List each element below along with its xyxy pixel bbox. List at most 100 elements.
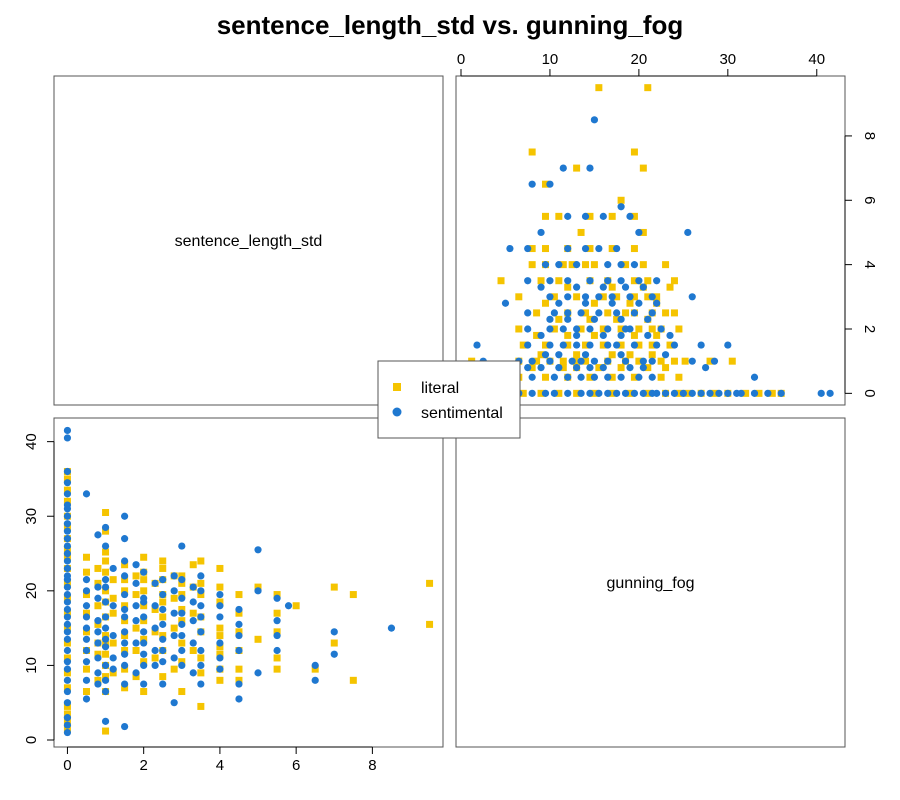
bl-sentimental-point-51: [94, 594, 102, 602]
bl-sentimental-point-22: [63, 542, 72, 550]
bl-sentimental-point-94: [140, 639, 148, 647]
bl-literal-point-4: [63, 684, 71, 692]
tr-sentimental-point-118: [653, 299, 661, 307]
bl-literal-point-132: [254, 635, 262, 643]
tr-sentimental-point-87: [599, 331, 607, 340]
bl-literal-point-110: [197, 669, 205, 677]
bl-sentimental-point-1: [63, 721, 72, 729]
tr-sentimental-point-85: [537, 331, 545, 340]
tr-sentimental-point-58: [568, 357, 576, 365]
tr-sentimental-point-147: [524, 244, 532, 253]
bl-literal-point-134: [273, 665, 281, 673]
bl-sentimental-point-79: [121, 605, 129, 614]
tr-sentimental-point-31: [777, 389, 785, 397]
bl-literal-point-11: [63, 579, 71, 587]
tr-sentimental-point-117: [635, 299, 643, 307]
tr-literal-point-93: [541, 299, 549, 307]
bl-sentimental-point-65: [101, 542, 110, 550]
bl-literal-point-19: [63, 486, 71, 494]
tr-literal-point-65: [666, 341, 674, 349]
tr-sentimental-point-56: [528, 357, 536, 365]
bl-sentimental-point-143: [216, 613, 224, 621]
bl-literal-point-8: [63, 624, 71, 632]
tr-sentimental-point-61: [604, 357, 612, 365]
tr-sentimental-point-132: [524, 277, 532, 285]
bl-sentimental-point-57: [101, 661, 110, 670]
chart-title: sentence_length_std vs. gunning_fog: [217, 10, 684, 40]
tr-sentimental-point-96: [604, 325, 612, 333]
tr-literal-point-102: [630, 293, 638, 301]
bl-sentimental-point-15: [63, 590, 72, 599]
bl-sentimental-point-88: [132, 602, 140, 610]
bl-literal-point-99: [178, 639, 186, 647]
tr-sentimental-point-62: [621, 357, 630, 365]
bl-sentimental-point-50: [94, 617, 102, 625]
tr-sentimental-point-45: [524, 364, 532, 372]
bl-sentimental-point-133: [197, 661, 205, 670]
bl-sentimental-point-108: [159, 635, 167, 643]
bl-sentimental-point-135: [197, 628, 205, 636]
tr-sentimental-point-159: [617, 203, 625, 211]
tr-sentimental-point-36: [550, 373, 558, 381]
tr-sentimental-point-139: [653, 277, 661, 285]
bl-literal-point-121: [216, 632, 224, 640]
bl-literal-point-54: [109, 609, 117, 617]
bl-sentimental-point-73: [121, 680, 129, 688]
tr-sentimental-point-21: [679, 389, 687, 397]
tr-sentimental-point-6: [541, 389, 550, 397]
tr-literal-point-60: [582, 341, 590, 349]
tr-literal-point-26: [608, 373, 616, 381]
bl-sentimental-point-63: [101, 583, 110, 591]
bl-sentimental-point-3: [63, 699, 72, 707]
right-y-tick-label-0: 0: [861, 389, 878, 397]
bl-literal-point-61: [121, 617, 129, 625]
bl-literal-point-13: [63, 553, 71, 561]
tr-literal-point-143: [528, 148, 536, 156]
bl-literal-point-2: [63, 710, 71, 718]
bl-literal-point-135: [273, 654, 281, 662]
bl-sentimental-point-74: [121, 661, 129, 670]
tr-sentimental-point-40: [604, 373, 612, 381]
bl-sentimental-point-158: [273, 594, 281, 602]
bl-literal-point-95: [170, 594, 178, 602]
bl-literal-point-146: [426, 579, 434, 587]
tr-sentimental-point-122: [595, 293, 603, 301]
bl-sentimental-point-68: [109, 654, 117, 662]
bl-sentimental-point-61: [101, 613, 110, 621]
bl-sentimental-point-99: [140, 568, 148, 576]
tr-sentimental-point-133: [546, 277, 554, 285]
bl-sentimental-point-162: [330, 650, 338, 658]
bl-literal-point-65: [121, 561, 129, 569]
bl-sentimental-point-124: [178, 594, 186, 602]
bl-sentimental-point-157: [273, 617, 281, 625]
bl-sentimental-point-96: [140, 613, 148, 621]
bl-sentimental-point-47: [94, 654, 102, 662]
tr-literal-point-63: [635, 341, 643, 349]
tr-literal-point-30: [528, 364, 536, 372]
tr-literal-point-76: [635, 325, 643, 333]
right-y-axis: 0 2 4 6 8: [844, 132, 878, 398]
bl-literal-point-119: [216, 650, 224, 658]
tr-sentimental-point-60: [590, 357, 599, 365]
bl-literal-point-114: [197, 591, 205, 599]
bl-sentimental-point-152: [254, 669, 262, 677]
tr-sentimental-point-42: [635, 373, 643, 381]
tr-literal-point-13: [675, 389, 683, 397]
tr-literal-point-6: [555, 389, 563, 397]
tr-literal-point-101: [613, 293, 621, 301]
bl-sentimental-point-154: [254, 546, 262, 554]
bl-sentimental-point-130: [189, 598, 197, 606]
bl-literal-point-3: [63, 702, 71, 710]
tr-literal-point-100: [599, 293, 607, 301]
bl-sentimental-point-146: [235, 695, 243, 703]
tr-sentimental-point-10: [586, 389, 594, 397]
tr-literal-point-120: [568, 261, 576, 269]
bl-literal-point-76: [140, 587, 148, 595]
bl-literal-point-55: [109, 594, 117, 602]
bl-sentimental-point-118: [170, 572, 178, 580]
panel-top-left: sentence_length_std: [53, 75, 444, 406]
bl-sentimental-point-76: [121, 639, 129, 647]
tr-sentimental-point-86: [573, 331, 581, 340]
tr-sentimental-point-20: [670, 389, 679, 397]
tr-sentimental-point-78: [604, 341, 612, 349]
